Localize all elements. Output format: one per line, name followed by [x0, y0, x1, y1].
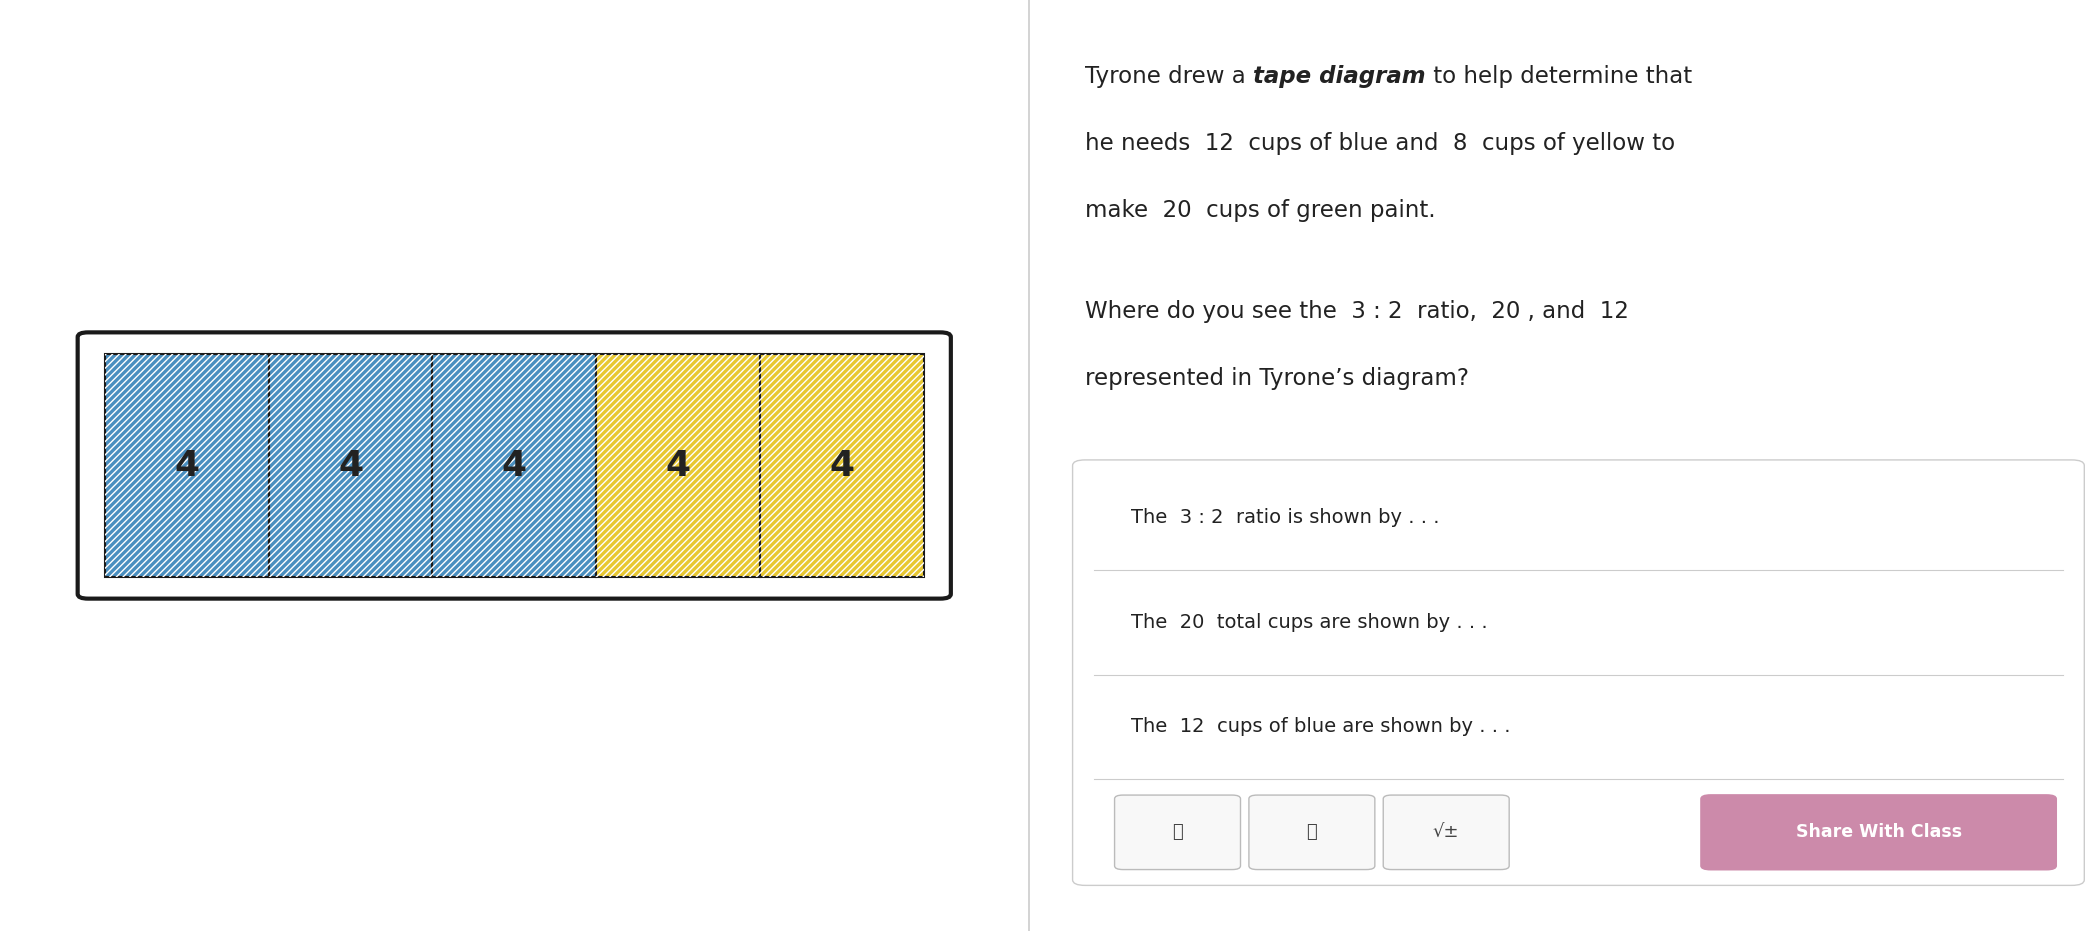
Text: make  20  cups of green paint.: make 20 cups of green paint.: [1085, 199, 1436, 223]
Text: Share With Class: Share With Class: [1795, 823, 1963, 842]
Bar: [760, 354, 924, 577]
Text: 4: 4: [174, 449, 199, 482]
Bar: [760, 354, 924, 577]
Text: 4: 4: [829, 449, 854, 482]
Text: 4: 4: [502, 449, 527, 482]
Bar: [596, 354, 760, 577]
FancyBboxPatch shape: [1115, 795, 1241, 870]
FancyBboxPatch shape: [1073, 460, 2084, 885]
Bar: [432, 354, 596, 577]
FancyBboxPatch shape: [1383, 795, 1509, 870]
Bar: [432, 354, 596, 577]
FancyBboxPatch shape: [1700, 794, 2057, 870]
Text: to help determine that: to help determine that: [1425, 65, 1692, 88]
Text: 🎤: 🎤: [1306, 823, 1318, 842]
FancyBboxPatch shape: [1249, 795, 1375, 870]
Text: 4: 4: [665, 449, 691, 482]
Text: Where do you see the  3 : 2  ratio,  20 , and  12: Where do you see the 3 : 2 ratio, 20 , a…: [1085, 300, 1629, 323]
Bar: [596, 354, 760, 577]
Text: √±: √±: [1434, 823, 1459, 842]
Text: The  20  total cups are shown by . . .: The 20 total cups are shown by . . .: [1131, 613, 1488, 632]
Text: 4: 4: [338, 449, 363, 482]
Text: tape diagram: tape diagram: [1253, 65, 1425, 88]
Text: he needs  12  cups of blue and  8  cups of yellow to: he needs 12 cups of blue and 8 cups of y…: [1085, 132, 1675, 155]
Text: Tyrone drew a: Tyrone drew a: [1085, 65, 1253, 88]
Bar: [269, 354, 432, 577]
Text: represented in Tyrone’s diagram?: represented in Tyrone’s diagram?: [1085, 367, 1469, 390]
Text: The  3 : 2  ratio is shown by . . .: The 3 : 2 ratio is shown by . . .: [1131, 508, 1440, 527]
Bar: [105, 354, 269, 577]
Bar: [105, 354, 269, 577]
Text: The  12  cups of blue are shown by . . .: The 12 cups of blue are shown by . . .: [1131, 718, 1511, 736]
Text: ⎙: ⎙: [1171, 823, 1184, 842]
Bar: [269, 354, 432, 577]
